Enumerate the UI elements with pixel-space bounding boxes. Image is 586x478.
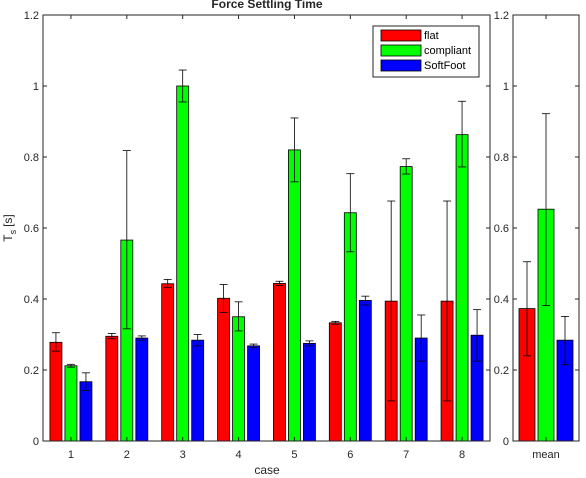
main-bars <box>49 85 484 442</box>
legend-swatch-flat <box>380 29 422 42</box>
y-tick-label: 0.6 <box>24 223 39 235</box>
y-tick-label: 0.4 <box>24 294 39 306</box>
main-error-bars <box>51 69 482 402</box>
y-tick-label: 0.8 <box>24 152 39 164</box>
bar-flat-case-5 <box>273 282 286 442</box>
bar-flat-case-6 <box>328 322 342 442</box>
mean-x-ticks: mean <box>532 15 560 461</box>
x-tick-label: 2 <box>124 449 130 461</box>
y-axis-label: Ts [s] <box>1 214 18 242</box>
y-tick-label: 0.2 <box>494 365 509 377</box>
bar-compliant-case-7 <box>399 166 413 442</box>
bar-flat-case-4 <box>217 297 230 442</box>
main-x-ticks: 1 2 3 4 5 6 7 8 <box>68 15 465 461</box>
y-tick-label: 1 <box>33 81 39 93</box>
mean-axes: 0 0.2 0.4 0.6 0.8 1 1.2 mean <box>494 10 580 461</box>
bar-compliant-case-4 <box>232 316 245 442</box>
main-y-ticks: 0 0.2 0.4 0.6 0.8 1 1.2 <box>24 10 490 448</box>
x-tick-label: 7 <box>403 449 409 461</box>
legend-swatch-softfoot <box>380 59 422 72</box>
legend-label-softfoot: SoftFoot <box>424 60 466 72</box>
bar-softfoot-case-5 <box>303 342 316 442</box>
mean-y-ticks: 0 0.2 0.4 0.6 0.8 1 1.2 <box>494 10 579 448</box>
x-tick-label: mean <box>532 449 560 461</box>
y-axis-label-main: T <box>1 234 15 242</box>
legend: flat compliant SoftFoot <box>372 25 480 78</box>
bar-flat-case-3 <box>161 283 175 442</box>
legend-swatch-compliant <box>380 44 422 57</box>
bar-compliant-case-1 <box>64 365 78 442</box>
y-tick-label: 0.2 <box>24 365 39 377</box>
bar-softfoot-case-3 <box>191 339 205 442</box>
bar-flat-case-1 <box>49 341 63 442</box>
y-tick-label: 0.8 <box>494 152 509 164</box>
x-tick-label: 1 <box>68 449 74 461</box>
x-tick-label: 4 <box>236 449 242 461</box>
bar-softfoot-case-6 <box>358 300 372 442</box>
bar-softfoot-case-4 <box>247 345 260 442</box>
chart-title: Force Settling Time <box>211 0 322 11</box>
y-axis-label-subscript: s <box>8 229 18 234</box>
x-axis-label: case <box>254 463 280 477</box>
y-axis-label-unit: [s] <box>1 214 15 227</box>
legend-label-flat: flat <box>424 30 439 42</box>
x-tick-label: 8 <box>459 449 465 461</box>
bar-compliant-case-5 <box>288 149 301 442</box>
x-tick-label: 3 <box>180 449 186 461</box>
y-tick-label: 1.2 <box>24 10 39 22</box>
bar-compliant-case-8 <box>455 134 469 442</box>
mean-error-bars <box>523 113 569 366</box>
main-axes: 0 0.2 0.4 0.6 0.8 1 1.2 1 2 3 4 5 6 7 8 case Ts [s] fl… <box>1 10 491 477</box>
x-tick-label: 5 <box>291 449 297 461</box>
legend-label-compliant: compliant <box>424 45 471 57</box>
y-tick-label: 1.2 <box>494 10 509 22</box>
y-tick-label: 0.4 <box>494 294 509 306</box>
bar-softfoot-case-2 <box>135 337 149 442</box>
y-tick-label: 0 <box>503 436 509 448</box>
bar-compliant-case-3 <box>176 85 190 442</box>
y-tick-label: 0.6 <box>494 223 509 235</box>
bar-flat-case-2 <box>105 335 119 442</box>
x-tick-label: 6 <box>347 449 353 461</box>
y-tick-label: 0 <box>33 436 39 448</box>
y-tick-label: 1 <box>503 81 509 93</box>
